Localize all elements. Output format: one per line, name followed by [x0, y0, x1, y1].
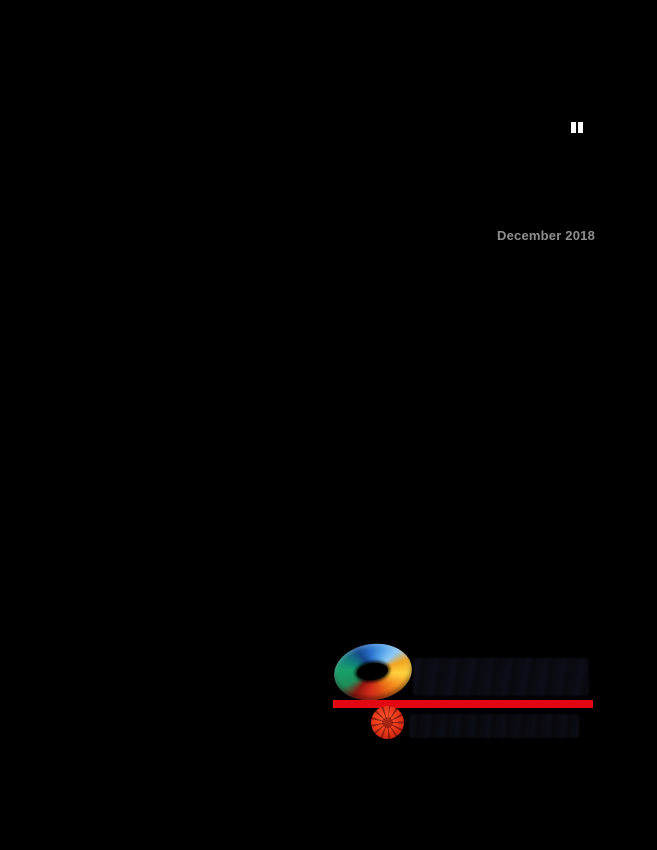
- swirl-ring-hole: [355, 661, 389, 683]
- multicolor-swirl-ring-icon: [330, 638, 416, 706]
- red-flower-medallion-icon: [371, 706, 404, 739]
- logo-tagline-illegible: [409, 714, 579, 738]
- red-divider-bar: [333, 700, 593, 708]
- corner-tab-icon: [571, 122, 583, 133]
- cover-date: December 2018: [497, 228, 595, 243]
- logo-wordmark-illegible: [413, 658, 589, 696]
